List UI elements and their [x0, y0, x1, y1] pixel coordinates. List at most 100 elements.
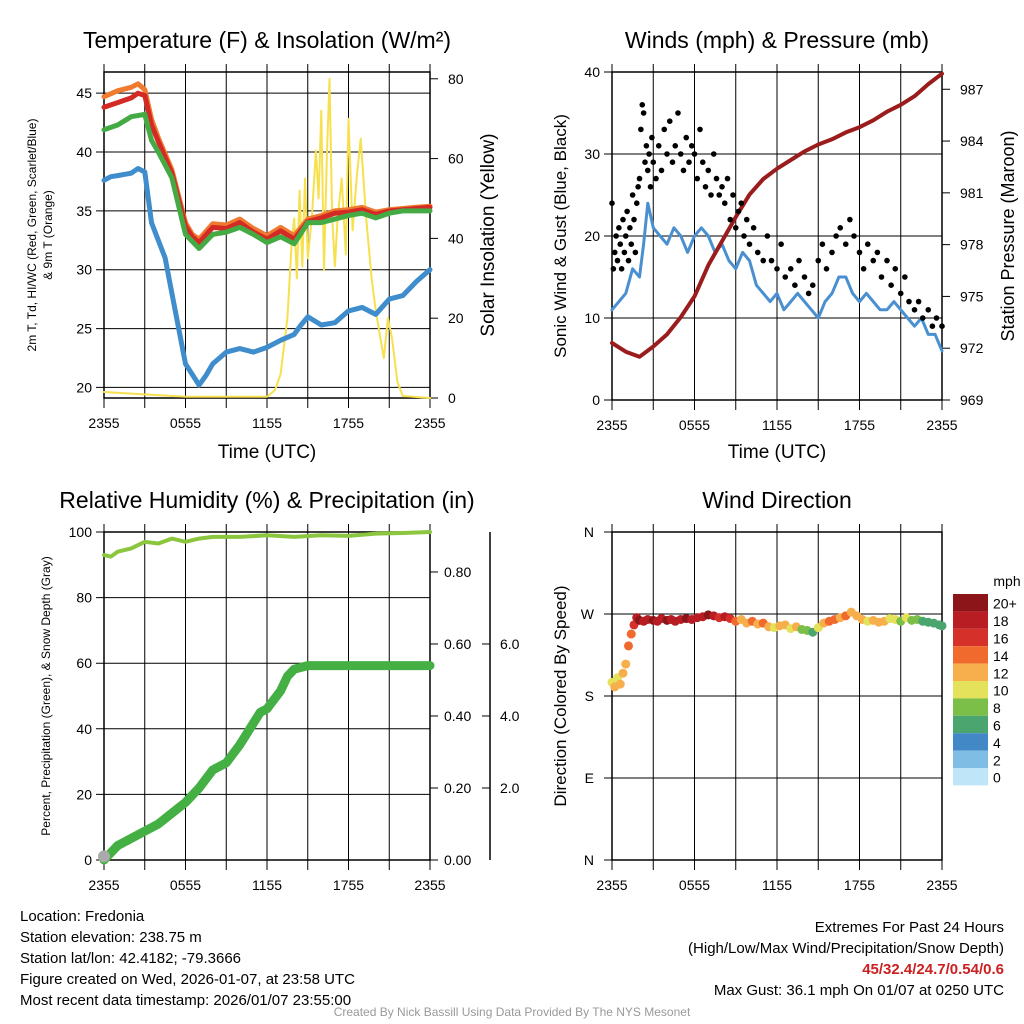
gust-point: [697, 126, 703, 133]
gust-point: [730, 192, 736, 198]
colorbar-label: 4: [993, 735, 1001, 751]
x-tick-label: 1155: [762, 417, 792, 433]
gust-point: [618, 266, 625, 272]
chart-title: Winds (mph) & Pressure (mb): [625, 27, 929, 53]
gust-point: [658, 167, 665, 174]
colorbar-swatch: [953, 663, 988, 681]
recent-data-text: Most recent data timestamp: 2026/01/07 2…: [20, 992, 352, 1009]
y-tick-label: 30: [584, 146, 600, 162]
gust-point: [636, 175, 643, 182]
y-right-tick-label: 987: [960, 81, 984, 97]
gust-point: [610, 266, 617, 272]
extremes-subtitle: (High/Low/Max Wind/Precipitation/Snow De…: [688, 940, 1004, 957]
y-right-tick-label: 972: [960, 340, 984, 356]
gust-point: [929, 323, 936, 330]
gust-point: [640, 110, 647, 116]
latlon-text: Station lat/lon: 42.4182; -79.3666: [20, 950, 242, 967]
gust-point: [856, 249, 863, 256]
y-right-tick-label: 0: [448, 390, 456, 406]
gust-point: [750, 225, 757, 231]
gust-point: [925, 307, 932, 313]
y-right-axis-label: Solar Insolation (Yellow): [478, 133, 499, 336]
y-tick-label: N: [584, 852, 594, 868]
gust-point: [760, 257, 767, 264]
x-tick-label: 2355: [414, 877, 445, 893]
gust-point: [666, 118, 673, 124]
colorbar-swatch: [953, 611, 988, 629]
gust-point: [675, 110, 681, 116]
gust-point: [622, 233, 629, 239]
x-tick-label: 2355: [596, 877, 627, 893]
precip-tick-label: 0.80: [444, 564, 471, 580]
x-axis-label: Time (UTC): [728, 442, 827, 463]
colorbar-label: 20+: [993, 596, 1017, 612]
x-tick-label: 2355: [88, 415, 119, 431]
wind-direction-point: [621, 659, 631, 669]
chart-title: Wind Direction: [702, 487, 852, 513]
colorbar-swatch: [953, 698, 988, 716]
gust-point: [672, 143, 679, 149]
gust-point: [705, 167, 712, 174]
gust-point: [677, 151, 684, 157]
gust-point: [646, 151, 652, 157]
extremes-values: 45/32.4/24.7/0.54/0.6: [862, 961, 1004, 978]
gust-point: [939, 323, 945, 330]
gust-point: [713, 175, 720, 182]
y-right-tick-label: 20: [448, 310, 464, 326]
y-tick-label: 35: [76, 203, 92, 219]
x-tick-label: 1755: [844, 417, 875, 433]
gust-point: [716, 192, 723, 198]
y-tick-label: 45: [76, 85, 92, 101]
y-tick-label: S: [585, 688, 594, 704]
colorbar-label: 16: [993, 631, 1009, 647]
x-tick-label: 0555: [170, 415, 201, 431]
gust-point: [823, 266, 830, 272]
series-sonic-wind: [610, 201, 944, 353]
gust-point: [609, 200, 615, 206]
colorbar-swatch: [953, 681, 988, 699]
gust-point: [754, 249, 761, 256]
location-text: Location: Fredonia: [20, 908, 145, 925]
gust-point: [801, 274, 808, 280]
chart-title: Temperature (F) & Insolation (W/m²): [83, 27, 451, 53]
gust-point: [639, 102, 646, 108]
series-hi-wc: [101, 111, 433, 251]
y-right-tick-label: 969: [960, 392, 984, 408]
y-tick-label: 10: [584, 310, 600, 326]
precip-tick-label: 0.60: [444, 636, 471, 652]
colorbar-swatch: [953, 733, 988, 751]
y-axis-label: Sonic Wind & Gust (Blue, Black): [551, 114, 570, 358]
gust-point: [735, 208, 742, 215]
gust-point: [694, 175, 701, 182]
gust-point: [620, 216, 626, 223]
x-tick-label: 2355: [414, 415, 445, 431]
extremes-panel: Extremes For Past 24 Hours (High/Low/Max…: [688, 917, 1004, 1001]
colorbar-swatch: [953, 750, 988, 768]
gust-point: [669, 159, 676, 165]
gust-point: [815, 257, 822, 264]
y-tick-label: 25: [76, 321, 92, 337]
gust-point: [884, 257, 890, 264]
y-tick-label: 40: [76, 144, 92, 160]
gust-point: [649, 134, 655, 141]
y-tick-label: 30: [76, 262, 92, 278]
colorbar-label: 8: [993, 700, 1001, 716]
colorbar-label: 0: [993, 770, 1001, 786]
series-precipitation: [99, 661, 435, 865]
gust-point: [933, 315, 940, 321]
gust-point: [878, 274, 885, 280]
x-tick-label: 1755: [844, 877, 875, 893]
gust-point: [746, 241, 753, 247]
gust-point: [616, 225, 622, 231]
gust-point: [842, 241, 849, 247]
chart-title: Relative Humidity (%) & Precipitation (i…: [59, 487, 474, 513]
y-axis-label: 2m T, Td, HI/WC (Red, Green, Scarlet/Blu…: [25, 119, 39, 352]
gust-point: [650, 159, 657, 165]
y-tick-label: 0: [592, 392, 600, 408]
gust-point: [647, 184, 654, 190]
colorbar-swatch: [953, 768, 988, 786]
gust-point: [624, 208, 630, 215]
y-axis-label: Direction (Colored By Speed): [551, 585, 570, 806]
gust-point: [902, 274, 908, 280]
gust-point: [768, 257, 775, 264]
